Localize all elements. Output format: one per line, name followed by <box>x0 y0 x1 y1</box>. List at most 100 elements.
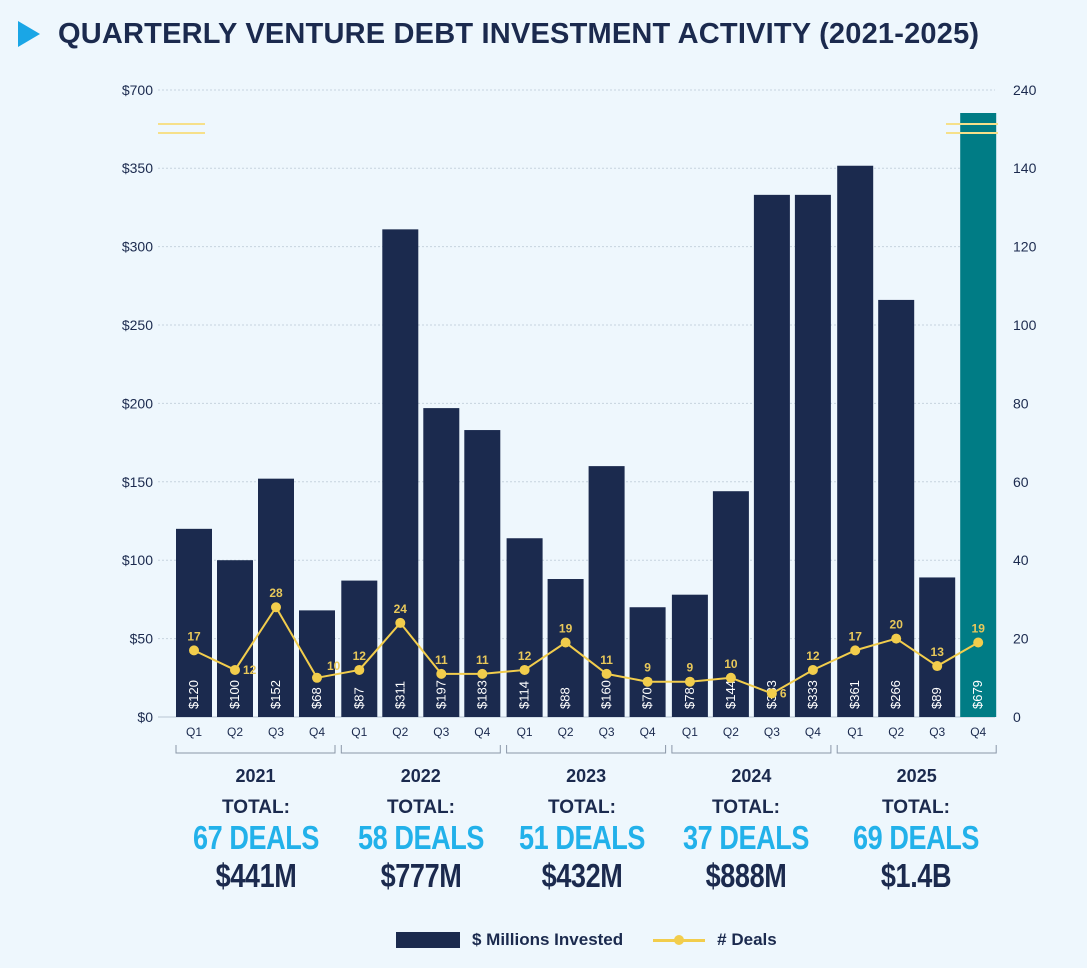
deals-point <box>973 637 984 648</box>
deals-value-label: 12 <box>806 649 820 663</box>
quarter-label: Q2 <box>723 725 739 739</box>
bar-value-label: $266 <box>888 680 903 709</box>
bar-value-label: $68 <box>309 687 324 709</box>
deals-value-label: 17 <box>849 629 863 643</box>
total-amount: $777M <box>380 857 462 894</box>
play-arrow-icon <box>18 21 40 47</box>
deals-line <box>193 605 979 695</box>
deals-value-label: 11 <box>435 653 448 667</box>
bar-2023-q3 <box>588 466 625 717</box>
bar-value-label: $87 <box>351 687 366 709</box>
deals-point <box>436 668 447 679</box>
deals-point <box>519 664 530 675</box>
year-label-2023: 2023 <box>566 766 606 786</box>
total-label: TOTAL: <box>882 797 950 818</box>
total-amount: $432M <box>541 857 623 894</box>
right-axis-tick: 80 <box>1013 395 1029 411</box>
left-axis-tick: $0 <box>137 709 153 725</box>
year-label-2024: 2024 <box>731 766 771 786</box>
year-label-2021: 2021 <box>235 766 275 786</box>
deals-point <box>354 664 365 675</box>
right-axis-tick: 240 <box>1013 82 1037 98</box>
bar-2022-q2 <box>382 229 419 718</box>
left-axis-tick: $350 <box>122 160 153 176</box>
year-label-2022: 2022 <box>401 766 441 786</box>
bar-value-label: $144 <box>723 680 738 709</box>
bar-2025-q2 <box>878 299 915 717</box>
legend: $ Millions Invested # Deals <box>396 928 777 952</box>
right-axis-tick: 40 <box>1013 552 1029 568</box>
total-amount: $888M <box>705 857 787 894</box>
right-axis-tick: 20 <box>1013 631 1029 647</box>
deals-point <box>601 668 612 679</box>
legend-line-swatch <box>653 934 706 945</box>
bar-2023-q4 <box>629 607 666 717</box>
left-axis-tick: $700 <box>122 82 153 98</box>
year-bracket <box>340 745 501 754</box>
bar-2022-q3 <box>423 408 460 717</box>
legend-bar-swatch <box>396 932 460 948</box>
total-label: TOTAL: <box>712 797 780 818</box>
deals-value-label: 10 <box>724 657 738 671</box>
bar-2024-q3 <box>753 194 790 717</box>
total-amount: $441M <box>215 857 297 894</box>
deals-value-label: 12 <box>243 663 257 677</box>
total-deals: 58 DEALS <box>357 819 485 856</box>
bar-value-label: $152 <box>268 680 283 709</box>
total-2021: TOTAL: 67 DEALS $441M <box>176 797 336 895</box>
deals-point <box>230 664 240 675</box>
bar-2024-q4 <box>794 194 831 717</box>
bar-value-label: $183 <box>474 680 489 709</box>
total-label: TOTAL: <box>387 797 455 818</box>
total-deals: 51 DEALS <box>518 819 646 856</box>
deals-value-label: 11 <box>600 653 613 667</box>
bar-value-label: $333 <box>805 680 820 709</box>
bar-value-label: $679 <box>970 680 985 709</box>
bar-2023-q2 <box>547 579 584 717</box>
bar-value-label: $88 <box>558 687 573 709</box>
left-axis-tick: $200 <box>122 395 153 411</box>
quarter-label: Q2 <box>888 725 904 739</box>
legend-line-dot <box>674 934 685 945</box>
deals-value-label: 13 <box>931 645 945 659</box>
left-axis-tick: $50 <box>130 631 154 647</box>
deals-point <box>395 617 406 628</box>
quarter-label: Q4 <box>970 725 986 739</box>
deals-point <box>725 672 736 683</box>
quarter-label: Q1 <box>517 725 533 739</box>
quarter-label: Q3 <box>764 725 780 739</box>
quarter-label: Q3 <box>929 725 945 739</box>
right-axis-tick: 140 <box>1013 160 1037 176</box>
deals-point <box>312 672 322 683</box>
total-label: TOTAL: <box>548 797 616 818</box>
bar-2025-q1 <box>837 165 874 717</box>
deals-point <box>560 637 571 648</box>
total-deals: 69 DEALS <box>852 819 980 856</box>
deals-point <box>684 676 695 687</box>
deals-point <box>477 668 488 679</box>
year-bracket <box>506 745 667 754</box>
deals-value-label: 20 <box>890 618 904 632</box>
total-2025: TOTAL: 69 DEALS $1.4B <box>836 797 996 895</box>
deals-value-label: 17 <box>187 629 201 643</box>
year-bracket <box>175 745 336 754</box>
deals-value-label: 12 <box>353 649 367 663</box>
total-deals: 67 DEALS <box>192 819 320 856</box>
quarter-label: Q1 <box>847 725 863 739</box>
quarter-label: Q2 <box>392 725 408 739</box>
year-bracket <box>671 745 832 754</box>
deals-value-label: 28 <box>269 586 283 600</box>
deals-point <box>189 645 199 656</box>
bar-2021-q4 <box>299 610 335 717</box>
bar-2021-q3 <box>258 478 294 717</box>
deals-point <box>932 661 943 672</box>
right-axis-tick: 100 <box>1013 317 1037 333</box>
quarter-label: Q1 <box>682 725 698 739</box>
quarter-label: Q2 <box>558 725 574 739</box>
bar-2025-q3 <box>919 577 956 717</box>
quarter-label: Q1 <box>351 725 367 739</box>
chart-area: $0 0 $50 20 $100 40 $150 60 $200 80 $250 100 $300 120… <box>122 82 1037 786</box>
year-label-2025: 2025 <box>897 766 937 786</box>
deals-point <box>642 676 653 687</box>
deals-value-label: 11 <box>476 653 489 667</box>
